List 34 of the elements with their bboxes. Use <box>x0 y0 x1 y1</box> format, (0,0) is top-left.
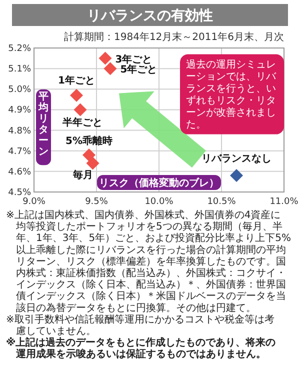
y-tick-label: 4.9% <box>8 106 32 116</box>
point <box>104 62 117 76</box>
y-tick-label: 5.2% <box>8 44 32 54</box>
y-axis-title: 平均リターン <box>38 91 48 158</box>
text: ※上記は国内株式、国内債券、外国株式、外国債券の4資産に均等投資したポートフォリオを5つの異なる期間（毎月、半年、1年、3年、5年）ごと、および投資配分比率より上下5%以上乖離した際にリバランスを行った場合の計算期間の平均リターン、リスク（標準偏差）を年率換算したものです。国内株式：東証株価指数（配当込み）、外国株式：コクサイ・インデックス（除く日本、配当込み）＊、外国債券：世界国債インデックス（除く日本）＊米国ドルベースのデータを当該日の為替データをもとに円換算。その他は円建て。 <box>6 210 291 314</box>
y-tick-label: 4.6% <box>8 167 32 178</box>
annotation: 5年ごと <box>120 64 158 76</box>
y-tick-label: 4.5% <box>8 188 32 198</box>
x-tick-label: 10.5% <box>207 197 236 207</box>
point <box>74 103 87 116</box>
annotation: リバランスなし <box>202 154 272 165</box>
x-tick-label: 9.5% <box>85 197 108 207</box>
point <box>98 52 112 65</box>
annotation: 5%乖離時 <box>66 134 112 147</box>
annotation: 毎月 <box>72 169 93 182</box>
y-tick-label: 5.1% <box>8 64 32 75</box>
y-tick-label: 5.0% <box>8 85 32 96</box>
point <box>70 88 83 102</box>
point <box>86 156 100 170</box>
y-tick-label: 4.8% <box>8 126 32 136</box>
text: ※上記は過去のデータをもとに作成したものであり、将来の運用成果を示唆あるいは保証するものではありません。 <box>6 336 276 360</box>
x-tick-label: 11.0% <box>270 197 299 207</box>
annotation: 半年ごと <box>61 116 102 129</box>
y-tick-label: 4.7% <box>8 146 32 157</box>
chart-title: リバランスの有効性 <box>87 8 213 24</box>
x-tick-label: 9.0% <box>22 197 46 207</box>
x-tick-label: 10.0% <box>144 197 174 207</box>
point <box>82 148 96 162</box>
annotation: 過去の運用シミュレーションでは、リバランスを行うと、いずれもリスク・リターンが改善されました。 <box>186 58 277 130</box>
annotation: 3年ごと <box>115 53 152 66</box>
annotation: 1年ごと <box>58 74 95 86</box>
chart-subtitle: 計算期間：1984年12月末～2011年6月末、月次 <box>64 31 284 43</box>
point <box>230 169 243 182</box>
text: ※取引手数料や信託報酬等運用にかかるコストや税金等は考慮していません。 <box>6 313 274 337</box>
